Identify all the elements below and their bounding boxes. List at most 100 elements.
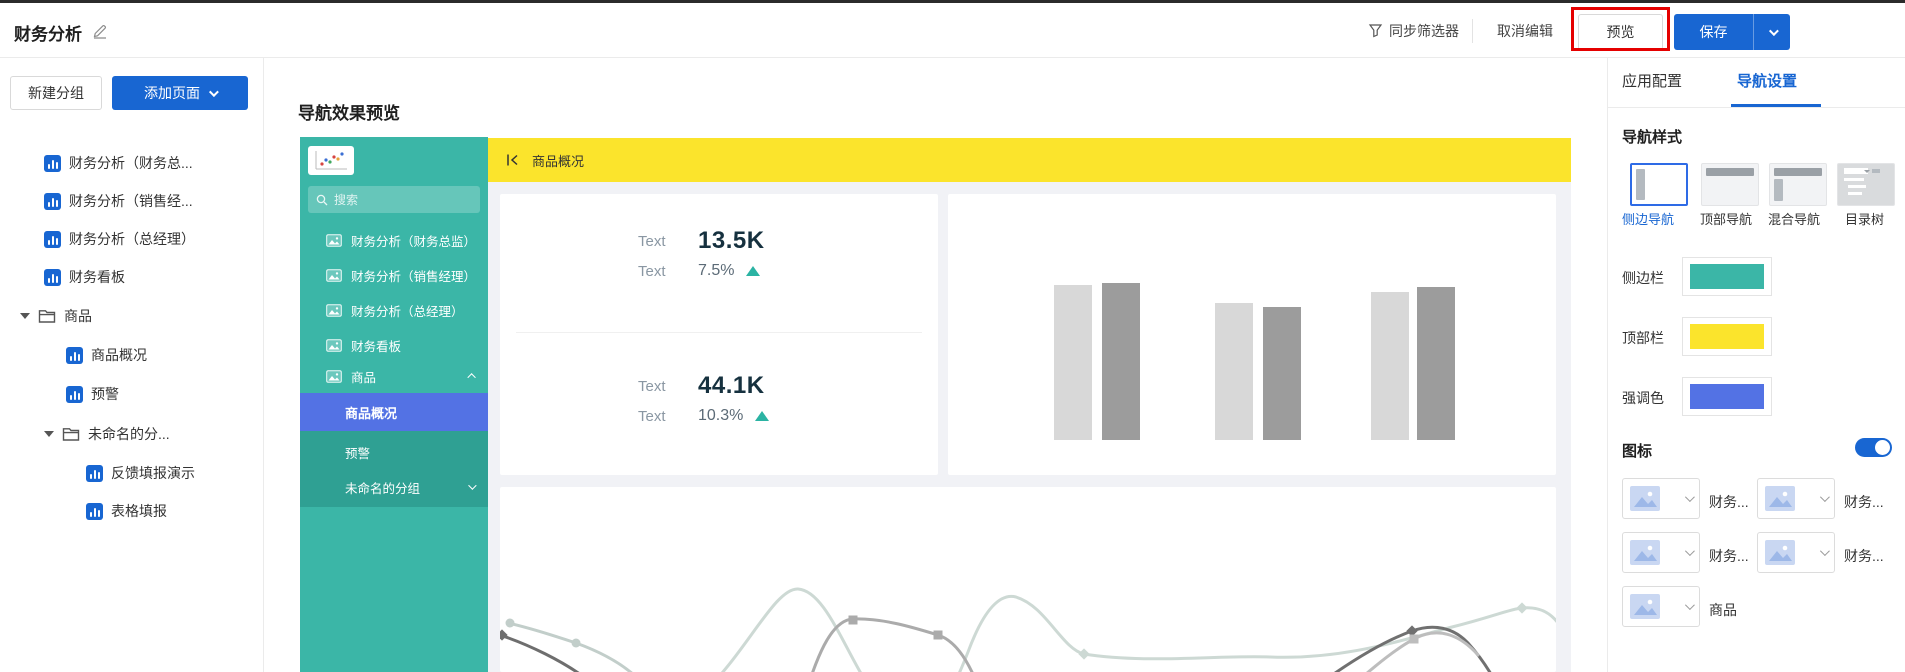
tree-item-group[interactable]: 未命名的分... [0,419,264,449]
icon-select[interactable] [1622,532,1700,573]
icon-select[interactable] [1757,478,1835,519]
icon-select-page-label: 财务... [1844,548,1884,564]
accent-color-picker[interactable] [1682,377,1772,416]
kpi-label: Text [638,407,666,425]
preview-search-input[interactable]: 搜索 [308,186,480,213]
tree-item-page[interactable]: 表格填报 [0,496,264,526]
add-page-button[interactable]: 添加页面 [112,76,248,110]
square-marker [933,630,943,640]
sync-filters-button[interactable]: 同步筛选器 [1368,3,1459,58]
preview-nav-subgroup [300,431,488,507]
chevron-down-icon [1684,546,1695,557]
header-bar: 财务分析 同步筛选器 取消编辑 预览 保存 [0,3,1905,58]
tree-item-label: 商品概况 [91,347,147,363]
edit-title-icon[interactable] [92,23,108,39]
style-option-mixed-nav[interactable] [1769,163,1827,206]
accent-color-swatch [1690,384,1764,409]
topbar-color-label: 顶部栏 [1622,330,1664,346]
tree-item-page[interactable]: 财务看板 [0,262,264,292]
new-group-label: 新建分组 [28,85,84,101]
tree-item-page[interactable]: 财务分析（总经理） [0,224,264,254]
sidebar-color-label: 侧边栏 [1622,270,1664,286]
report-page-icon [44,192,61,210]
preview-nav-item[interactable]: 财务分析（销售经理） [300,259,488,291]
save-dropdown-button[interactable] [1753,14,1790,50]
collapse-caret-icon[interactable] [20,313,30,319]
new-group-button[interactable]: 新建分组 [10,76,102,110]
preview-button[interactable]: 预览 [1578,14,1663,50]
icon-select[interactable] [1757,532,1835,573]
line-series [811,617,974,672]
tree-item-page[interactable]: 财务分析（财务总... [0,148,264,178]
bar [1054,285,1092,440]
collapse-sidebar-icon[interactable] [506,153,520,167]
icon-select[interactable] [1622,586,1700,627]
kpi-divider [516,332,922,333]
topbar-color-picker[interactable] [1682,317,1772,356]
preview-nav-item[interactable]: 财务看板 [300,329,488,361]
style-option-tree[interactable] [1837,163,1895,206]
preview-nav-active-label: 商品概况 [345,405,398,421]
style-label-tree[interactable]: 目录树 [1845,212,1885,227]
tree-item-page[interactable]: 反馈填报演示 [0,458,264,488]
icon-select[interactable] [1622,478,1700,519]
kpi-value: 44.1K [698,372,765,399]
style-option-side-nav[interactable] [1630,163,1688,206]
tree-item-page[interactable]: 预警 [0,379,264,409]
thumb-tree-shape [1844,168,1880,195]
page-title: 财务分析 [14,25,82,44]
sidebar-color-swatch [1690,264,1764,289]
tree-item-page[interactable]: 商品概况 [0,340,264,370]
active-tab-underline [1731,104,1821,107]
image-icon [326,268,342,282]
image-placeholder-icon [1765,486,1795,511]
kpi-label: Text [638,262,666,280]
tab-app-config[interactable]: 应用配置 [1622,73,1683,90]
tree-item-group[interactable]: 商品 [0,301,264,331]
save-button[interactable]: 保存 [1674,14,1753,50]
report-page-icon [44,154,61,172]
line-series [500,633,580,672]
icon-select-page-label: 商品 [1709,602,1737,618]
collapse-caret-icon[interactable] [44,431,54,437]
bar-chart-card [948,194,1556,475]
save-split-button: 保存 [1674,14,1790,50]
style-label-side-nav[interactable]: 侧边导航 [1622,212,1675,227]
diamond-marker [500,629,508,641]
diamond-marker [1516,602,1528,614]
line-series [1334,625,1492,672]
report-page-icon [44,230,61,248]
topbar-color-swatch [1690,324,1764,349]
kpi-card: Text 13.5K Text 7.5% Text 44.1K Text 10.… [500,194,938,475]
report-page-icon [66,346,83,364]
preview-nav-item[interactable]: 财务分析（财务总监） [300,224,488,256]
search-icon [316,194,328,205]
trend-up-icon [746,266,761,276]
chevron-down-icon [1768,25,1779,36]
sidebar-color-picker[interactable] [1682,257,1772,296]
image-icon [326,233,342,247]
preview-nav-item-group[interactable]: 商品 [300,360,488,392]
cancel-edit-button[interactable]: 取消编辑 [1497,3,1553,58]
bar [1215,303,1253,440]
image-placeholder-icon [1630,486,1660,511]
cancel-edit-label: 取消编辑 [1497,22,1553,39]
preview-nav-sub-item-group[interactable]: 未命名的分组 [300,470,488,504]
preview-nav-item[interactable]: 财务分析（总经理） [300,294,488,326]
folder-icon [38,309,56,323]
tab-nav-settings[interactable]: 导航设置 [1737,73,1798,90]
preview-nav-label: 财务分析（财务总监） [351,234,477,249]
tree-item-label: 商品 [64,308,92,324]
preview-nav-sub-item[interactable]: 预警 [300,435,488,469]
icons-toggle[interactable] [1855,438,1892,457]
search-placeholder: 搜索 [334,193,359,207]
preview-label: 预览 [1606,24,1635,40]
style-label-top-nav[interactable]: 顶部导航 [1700,212,1753,227]
pages-sidebar: 新建分组 添加页面 财务分析（财务总... 财务分析（销售经... 财务分析（总… [0,58,264,672]
style-label-mixed-nav[interactable]: 混合导航 [1768,212,1821,227]
style-option-top-nav[interactable] [1701,163,1759,206]
kpi-value: 13.5K [698,227,765,254]
square-marker [848,615,858,625]
tree-item-page[interactable]: 财务分析（销售经... [0,186,264,216]
preview-nav-active-item[interactable]: 商品概况 [300,393,488,431]
